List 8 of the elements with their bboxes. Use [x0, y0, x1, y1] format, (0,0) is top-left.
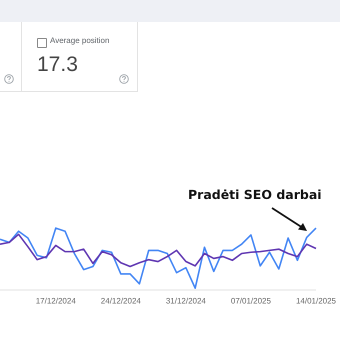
text: 17.3: [37, 53, 78, 77]
x-tick-label: 24/12/2024: [100, 296, 142, 306]
x-tick-label: 31/12/2024: [166, 296, 206, 306]
x-tick-label: 14/01/2025: [296, 296, 337, 306]
text: Average position: [50, 36, 110, 45]
text: Pradėti SEO darbai: [188, 187, 322, 202]
x-tick-label: 17/12/2024: [36, 296, 76, 306]
x-tick-label: 07/01/2025: [230, 296, 272, 306]
